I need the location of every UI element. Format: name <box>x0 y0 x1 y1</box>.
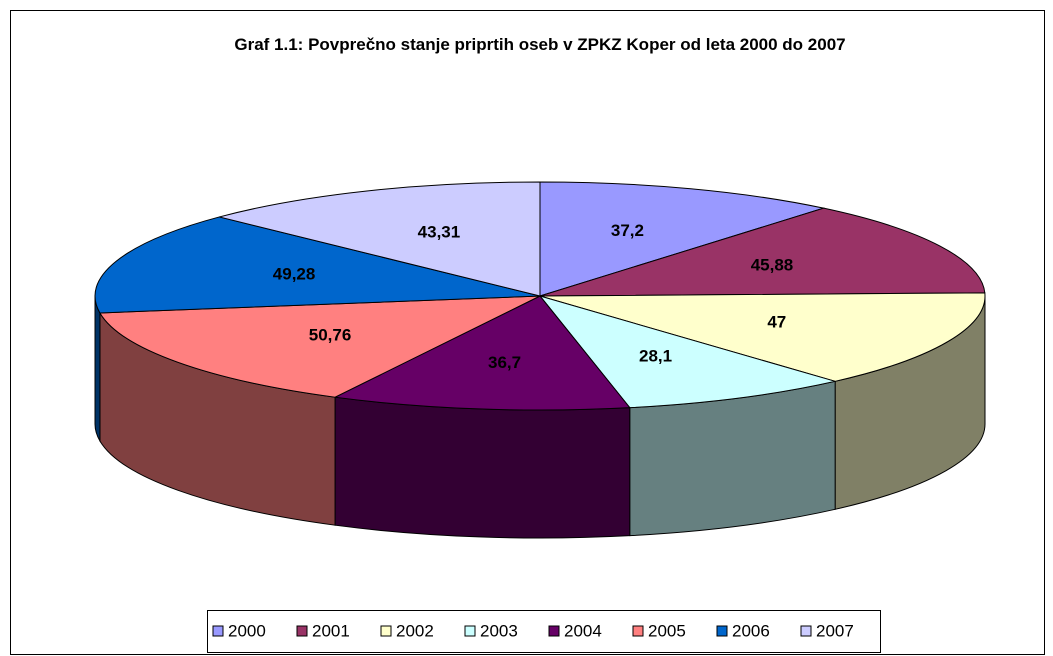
legend-label: 2003 <box>480 621 518 640</box>
legend-swatch <box>800 625 812 637</box>
data-label: 49,28 <box>273 265 316 284</box>
legend-swatch <box>548 625 560 637</box>
data-label: 37,2 <box>611 221 644 240</box>
pie-slice <box>539 292 986 382</box>
legend-label: 2005 <box>648 621 686 640</box>
pie-slice <box>539 207 986 297</box>
legend-box <box>207 610 881 653</box>
pie-slice <box>538 295 836 409</box>
legend-label: 2007 <box>816 621 854 640</box>
legend-label: 2002 <box>396 621 434 640</box>
pie-slice <box>219 181 541 297</box>
data-label: 43,31 <box>418 223 461 242</box>
legend-swatch <box>296 625 308 637</box>
pie-slice <box>539 181 826 297</box>
legend-label: 2006 <box>732 621 770 640</box>
legend-label: 2004 <box>564 621 602 640</box>
data-label: 47 <box>767 313 786 332</box>
legend-label: 2000 <box>228 621 266 640</box>
data-label: 45,88 <box>751 256 794 275</box>
pie-side <box>94 295 101 443</box>
pie-slice <box>333 295 631 411</box>
data-label: 50,76 <box>309 325 352 344</box>
data-label: 36,7 <box>488 353 521 372</box>
legend-swatch <box>380 625 392 637</box>
pie-side <box>334 396 631 539</box>
legend-swatch <box>632 625 644 637</box>
legend-label: 2001 <box>312 621 350 640</box>
pie-slice <box>94 216 541 314</box>
legend-swatch <box>716 625 728 637</box>
data-label: 28,1 <box>639 347 672 366</box>
chart-title: Graf 1.1: Povprečno stanje priprtih oseb… <box>234 35 846 54</box>
pie-slice <box>99 295 541 398</box>
legend-swatch <box>464 625 476 637</box>
legend-swatch <box>212 625 224 637</box>
